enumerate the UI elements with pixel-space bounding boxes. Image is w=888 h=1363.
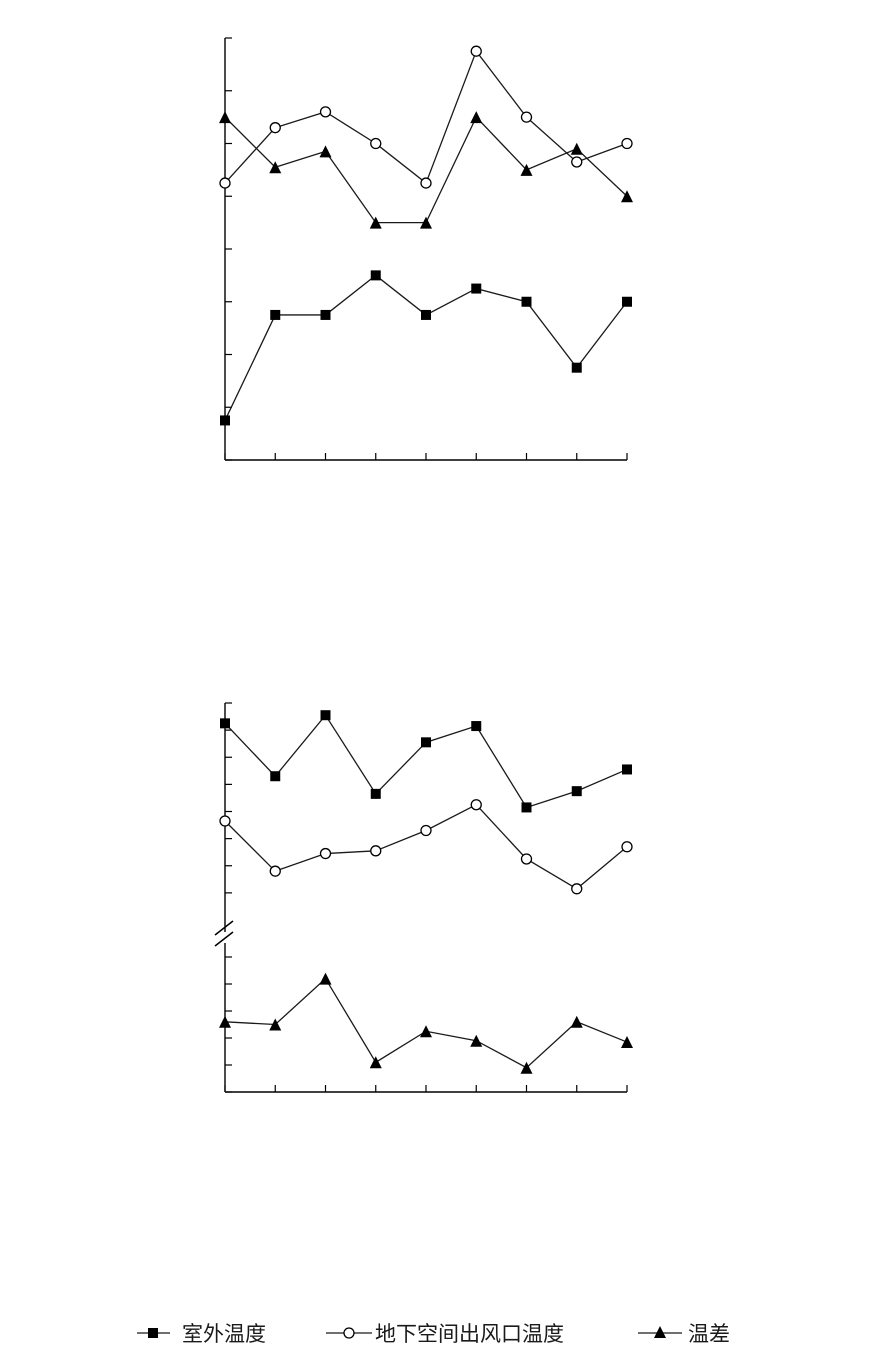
chart-a-point-square bbox=[270, 309, 281, 320]
chart-a-point-square bbox=[521, 296, 532, 307]
chart-a-point-square bbox=[622, 296, 632, 307]
chart-b-point-triangle bbox=[219, 1015, 231, 1028]
chart-b-point-circle bbox=[621, 841, 633, 853]
chart-a-point-triangle bbox=[269, 161, 282, 174]
chart-b-point-square bbox=[421, 737, 431, 748]
chart-b-point-square bbox=[521, 802, 532, 813]
chart-b-point-square bbox=[320, 710, 331, 721]
chart-a-point-triangle bbox=[420, 216, 432, 229]
chart-b-point-circle bbox=[370, 845, 382, 857]
chart-a-point-triangle bbox=[520, 163, 533, 176]
legend-outdoor-label: 室外温度 bbox=[182, 1322, 266, 1346]
chart-b-axis-break-mark bbox=[214, 931, 234, 947]
chart-a-point-triangle bbox=[369, 216, 382, 229]
chart-b-point-circle bbox=[219, 815, 231, 827]
chart-b-point-circle bbox=[269, 865, 281, 877]
chart-b-point-triangle bbox=[470, 1034, 483, 1047]
chart-b-axis-break-mark bbox=[214, 920, 234, 936]
chart-b bbox=[214, 702, 633, 1093]
chart-b-point-square bbox=[270, 771, 281, 782]
chart-b-point-square bbox=[471, 721, 482, 732]
chart-b-point-square bbox=[622, 764, 632, 775]
chart-a-point-triangle bbox=[219, 111, 231, 124]
chart-a-point-square bbox=[471, 283, 482, 294]
chart-a-point-triangle bbox=[319, 145, 332, 158]
chart-a-series-line-0 bbox=[224, 274, 628, 421]
chart-b-series-line-1 bbox=[224, 803, 628, 890]
legend: 室外温度 地下空间出风口温度 温差 bbox=[137, 1322, 730, 1346]
chart-a-point-square bbox=[370, 270, 381, 281]
chart-a-point-triangle bbox=[570, 142, 583, 155]
chart-b-point-triangle bbox=[269, 1018, 282, 1031]
chart-b-point-circle bbox=[520, 853, 533, 865]
chart-a-point-triangle bbox=[470, 111, 483, 124]
chart-a-point-circle bbox=[420, 177, 432, 189]
chart-a-point-square bbox=[220, 415, 230, 426]
chart-a-point-circle bbox=[319, 106, 332, 118]
chart-b-point-triangle bbox=[520, 1061, 533, 1074]
chart-b-point-triangle bbox=[319, 972, 332, 985]
chart-a-point-circle bbox=[621, 137, 633, 150]
chart-b-point-triangle bbox=[420, 1025, 432, 1038]
chart-b-point-triangle bbox=[570, 1015, 583, 1028]
chart-b-point-circle bbox=[470, 799, 482, 811]
chart-b-point-triangle bbox=[621, 1036, 633, 1049]
chart-a-point-square bbox=[320, 309, 331, 320]
chart-a-point-square bbox=[421, 309, 431, 320]
legend-outlet-label: 地下空间出风口温度 bbox=[375, 1322, 564, 1346]
chart-a-point-circle bbox=[520, 111, 533, 123]
chart-a-point-triangle bbox=[621, 190, 633, 203]
chart-a bbox=[219, 37, 633, 461]
chart-b-point-square bbox=[370, 788, 381, 799]
legend-outlet-marker bbox=[343, 1327, 355, 1339]
chart-a-point-square bbox=[571, 362, 582, 373]
chart-b-series-line-0 bbox=[224, 714, 628, 809]
chart-b-point-square bbox=[220, 718, 230, 729]
chart-b-point-circle bbox=[319, 847, 332, 860]
charts-group bbox=[214, 37, 633, 1093]
chart-a-point-circle bbox=[470, 45, 482, 57]
legend-diff-marker bbox=[654, 1326, 666, 1338]
chart-b-series-line-2 bbox=[224, 977, 628, 1069]
legend-outdoor-marker bbox=[148, 1328, 158, 1338]
chart-a-point-circle bbox=[269, 122, 281, 134]
chart-b-point-circle bbox=[420, 824, 432, 837]
chart-a-point-circle bbox=[370, 137, 382, 150]
chart-b-point-square bbox=[571, 786, 582, 797]
chart-b-point-triangle bbox=[369, 1056, 382, 1069]
chart-a-series-line-1 bbox=[224, 49, 628, 185]
chart-a-series-line-2 bbox=[224, 115, 628, 224]
chart-a-point-circle bbox=[219, 177, 231, 189]
chart-b-point-circle bbox=[571, 883, 583, 895]
legend-diff-label: 温差 bbox=[688, 1322, 730, 1346]
chart-a-point-circle bbox=[571, 156, 583, 168]
